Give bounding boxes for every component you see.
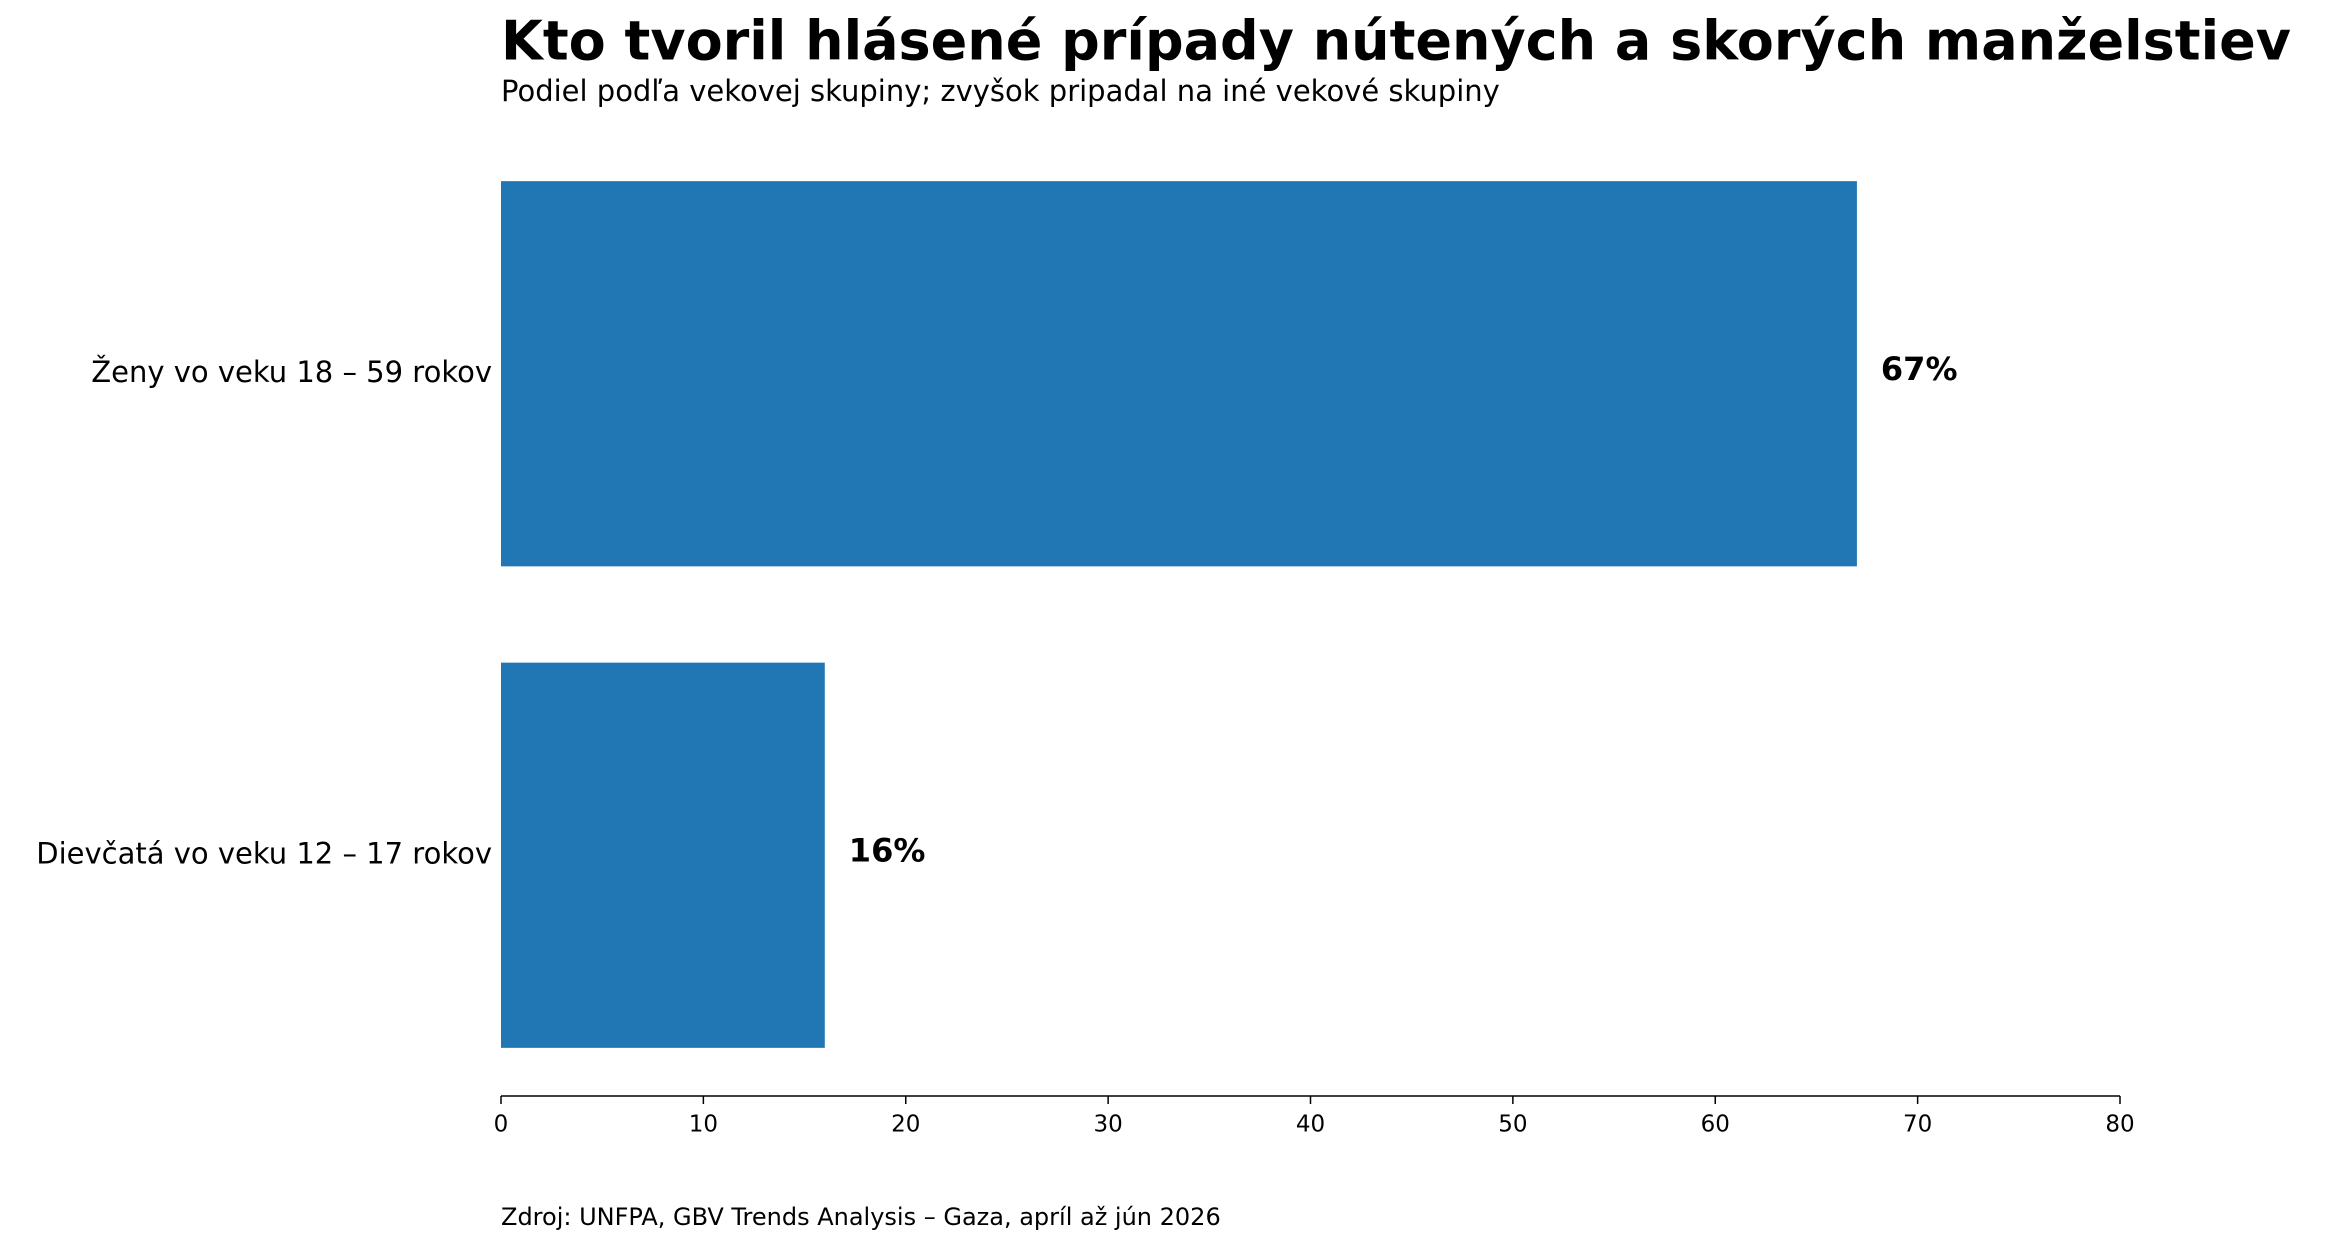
chart-title: Kto tvoril hlásené prípady nútených a sk… <box>501 10 2291 73</box>
x-tick-label: 10 <box>689 1112 718 1138</box>
bar <box>501 662 825 1048</box>
x-tick-label: 50 <box>1498 1112 1527 1138</box>
x-tick-label: 40 <box>1296 1112 1325 1138</box>
value-label: 16% <box>849 831 926 869</box>
x-tick-label: 0 <box>494 1112 509 1138</box>
x-tick-label: 80 <box>2105 1112 2134 1138</box>
chart-subtitle: Podiel podľa vekovej skupiny; zvyšok pri… <box>501 74 1500 108</box>
x-tick-label: 20 <box>891 1112 920 1138</box>
y-tick-label: Ženy vo veku 18 – 59 rokov <box>91 355 492 389</box>
x-tick-label: 70 <box>1903 1112 1932 1138</box>
x-tick-label: 60 <box>1701 1112 1730 1138</box>
y-tick-label: Dievčatá vo veku 12 – 17 rokov <box>36 836 492 870</box>
value-label: 67% <box>1881 350 1958 388</box>
chart-source: Zdroj: UNFPA, GBV Trends Analysis – Gaza… <box>501 1203 1221 1231</box>
x-tick-label: 30 <box>1093 1112 1122 1138</box>
bar <box>501 181 1857 567</box>
